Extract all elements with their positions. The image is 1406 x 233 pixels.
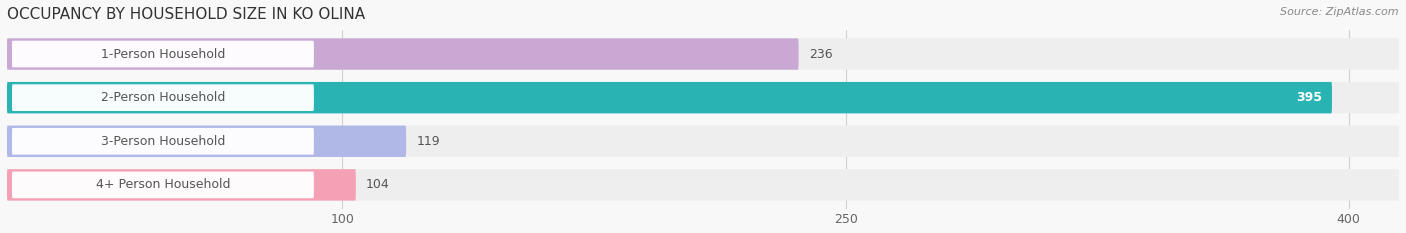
FancyBboxPatch shape bbox=[7, 38, 1399, 70]
FancyBboxPatch shape bbox=[7, 169, 356, 201]
Text: 395: 395 bbox=[1296, 91, 1322, 104]
Text: OCCUPANCY BY HOUSEHOLD SIZE IN KO OLINA: OCCUPANCY BY HOUSEHOLD SIZE IN KO OLINA bbox=[7, 7, 366, 22]
Text: Source: ZipAtlas.com: Source: ZipAtlas.com bbox=[1281, 7, 1399, 17]
FancyBboxPatch shape bbox=[7, 82, 1399, 113]
Text: 119: 119 bbox=[416, 135, 440, 148]
Text: 236: 236 bbox=[808, 48, 832, 61]
Text: 2-Person Household: 2-Person Household bbox=[101, 91, 225, 104]
FancyBboxPatch shape bbox=[7, 38, 799, 70]
FancyBboxPatch shape bbox=[13, 84, 314, 111]
Text: 4+ Person Household: 4+ Person Household bbox=[96, 178, 231, 191]
FancyBboxPatch shape bbox=[13, 41, 314, 67]
Text: 104: 104 bbox=[366, 178, 389, 191]
FancyBboxPatch shape bbox=[13, 128, 314, 155]
Text: 3-Person Household: 3-Person Household bbox=[101, 135, 225, 148]
Text: 1-Person Household: 1-Person Household bbox=[101, 48, 225, 61]
FancyBboxPatch shape bbox=[13, 171, 314, 198]
FancyBboxPatch shape bbox=[7, 169, 1399, 201]
FancyBboxPatch shape bbox=[7, 82, 1331, 113]
FancyBboxPatch shape bbox=[7, 126, 406, 157]
FancyBboxPatch shape bbox=[7, 126, 1399, 157]
